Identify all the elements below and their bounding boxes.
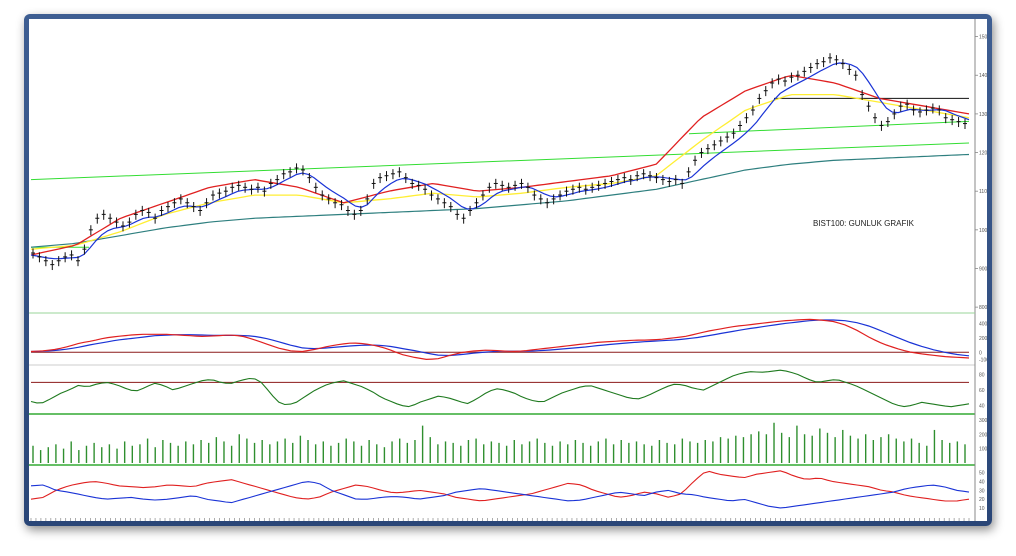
ema-mid-line: [30, 74, 970, 256]
dmi-minus-line: [30, 470, 970, 502]
right-price-axis: 80009000100011001200130014001500: [29, 19, 987, 521]
price-axis-label: 1500: [979, 35, 987, 41]
price-axis-label: 9000: [979, 266, 987, 272]
dmi-axis-label: 10: [979, 506, 985, 512]
price-axis-label: 1400: [979, 73, 987, 79]
volume-axis-label: 200: [979, 432, 987, 438]
ema-slow-line: [30, 93, 970, 250]
price-axis-label: 8000: [979, 305, 987, 311]
price-axis-label: 1100: [979, 189, 987, 195]
chart-annotation: BIST100: GUNLUK GRAFIK: [813, 219, 915, 228]
volume-axis-label: 300: [979, 418, 987, 424]
macd-axis-label: 200: [979, 336, 987, 342]
macd-panel: 400 200 0-100: [29, 318, 987, 366]
price-axis-label: 1200: [979, 151, 987, 157]
dmi-plus-line: [30, 481, 970, 509]
dmi-axis-label: 40: [979, 479, 985, 485]
long-uptrend-line: [30, 142, 970, 181]
price-panel: [30, 53, 970, 271]
rsi-axis-label: 80: [979, 373, 985, 379]
rsi-axis-label: 40: [979, 403, 985, 409]
rsi-axis-label: 60: [979, 388, 985, 394]
volume-axis-label: 100: [979, 447, 987, 453]
price-axis-label: 1300: [979, 112, 987, 118]
dmi-axis-label: 50: [979, 470, 985, 476]
macd-line: [30, 318, 970, 361]
sma-long-line: [30, 153, 970, 248]
macd-axis-label: 400: [979, 322, 987, 328]
dmi-panel: 50 40 30 20 10: [30, 470, 985, 521]
support-trendline: [688, 120, 970, 135]
dmi-axis-label: 20: [979, 497, 985, 503]
dmi-axis-label: 30: [979, 488, 985, 494]
macd-axis-label: 0: [979, 350, 982, 356]
rsi-line: [30, 369, 970, 408]
volume-panel: 300 200 100: [29, 418, 987, 466]
price-axis-label: 1000: [979, 228, 987, 234]
rsi-panel: 80 60 40: [29, 369, 985, 415]
macd-axis-label: -100: [979, 357, 987, 363]
